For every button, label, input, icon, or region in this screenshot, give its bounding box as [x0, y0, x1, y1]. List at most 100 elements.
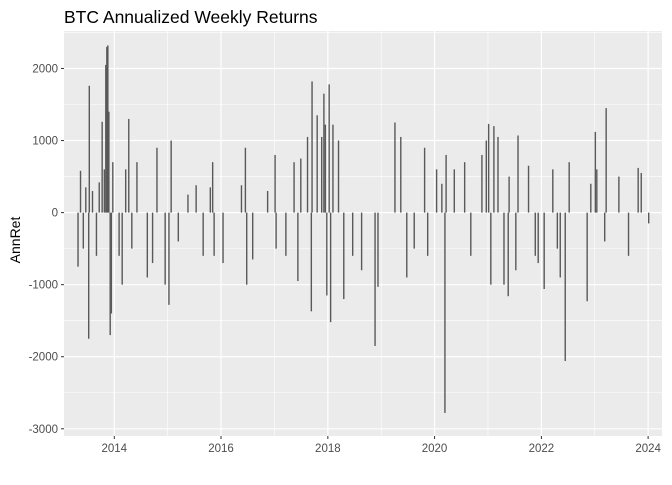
bar — [441, 183, 443, 213]
plot-panel — [64, 31, 662, 436]
bar — [105, 64, 107, 213]
bar — [426, 212, 429, 256]
bar — [109, 212, 111, 336]
bar — [604, 212, 606, 242]
bar — [337, 140, 340, 213]
bar — [423, 147, 426, 213]
bar — [497, 136, 499, 213]
bar — [394, 122, 396, 213]
major-gridlines — [64, 31, 662, 436]
bar — [556, 212, 559, 249]
bar — [164, 212, 166, 285]
bar — [590, 183, 592, 213]
bar — [222, 212, 224, 264]
bar — [246, 212, 248, 285]
y-tick-label: 0 — [52, 208, 58, 220]
bar — [202, 212, 204, 256]
bar — [534, 212, 536, 256]
bar — [131, 212, 133, 249]
bar — [321, 136, 323, 213]
bar — [377, 212, 379, 287]
bar — [316, 115, 318, 213]
y-axis-title: AnnRet — [7, 217, 23, 264]
bar — [124, 169, 127, 213]
bar — [240, 185, 243, 213]
bar — [112, 162, 114, 213]
bar — [297, 212, 299, 282]
bar — [445, 154, 447, 213]
bar — [275, 212, 277, 249]
bar — [121, 212, 123, 285]
bar — [627, 212, 630, 256]
bar — [101, 121, 103, 213]
bar — [110, 212, 113, 314]
bar — [324, 124, 327, 213]
bar — [170, 140, 172, 213]
bar — [98, 182, 100, 213]
x-tick-label: 2022 — [529, 443, 555, 455]
bar — [332, 124, 334, 213]
bar — [82, 212, 84, 249]
minor-gridlines — [64, 31, 662, 436]
bar — [300, 158, 302, 213]
bar — [413, 212, 415, 249]
bar — [586, 212, 588, 302]
bar — [493, 126, 495, 213]
x-tick-label: 2024 — [635, 443, 661, 455]
bar — [517, 135, 519, 213]
bars-group — [77, 45, 650, 413]
bar — [328, 84, 330, 213]
bar — [568, 162, 570, 213]
x-tick-label: 2020 — [422, 443, 448, 455]
bar — [490, 212, 492, 285]
bar — [95, 212, 98, 256]
bar — [244, 147, 247, 213]
bar — [88, 85, 90, 213]
bar — [266, 190, 269, 213]
bar — [329, 212, 332, 323]
bar — [637, 167, 639, 213]
bar — [406, 212, 408, 278]
bar — [618, 176, 620, 213]
bar — [168, 212, 170, 305]
y-tick-label: 1000 — [32, 136, 58, 148]
bar — [156, 147, 158, 213]
bar — [400, 136, 402, 213]
bar — [564, 212, 566, 362]
bar — [648, 212, 650, 224]
y-axis: 2000 1000 0 -1000 -2000 -3000 — [29, 63, 64, 436]
bar — [108, 111, 110, 213]
bar — [515, 212, 517, 271]
bar — [374, 212, 376, 346]
bar — [481, 154, 483, 213]
bar — [508, 176, 510, 213]
bar — [596, 169, 598, 213]
bar — [463, 162, 466, 213]
bar — [310, 212, 313, 312]
bar — [640, 172, 642, 213]
bar — [326, 212, 328, 296]
x-tick-label: 2018 — [315, 443, 341, 455]
y-tick-label: -3000 — [29, 424, 58, 436]
bar — [85, 187, 87, 213]
bar — [79, 170, 82, 213]
bar — [527, 165, 530, 213]
bar — [209, 187, 212, 213]
bar — [453, 169, 455, 213]
y-tick-label: -2000 — [29, 352, 58, 364]
bar — [91, 190, 94, 213]
bar — [537, 212, 539, 264]
y-tick-label: 2000 — [32, 63, 58, 75]
bar — [323, 93, 325, 213]
y-tick-label: -1000 — [29, 280, 58, 292]
bar — [106, 46, 108, 213]
bar — [285, 212, 287, 256]
bar — [343, 212, 345, 300]
bar — [128, 118, 130, 213]
bar — [559, 212, 561, 278]
x-tick-label: 2014 — [101, 443, 127, 455]
bar — [306, 136, 309, 213]
bar — [351, 212, 354, 256]
bar — [177, 212, 180, 242]
